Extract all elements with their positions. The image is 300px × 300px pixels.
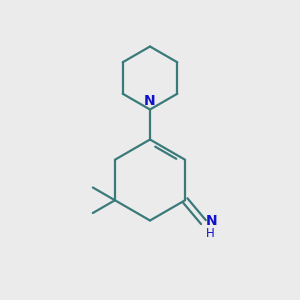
Text: H: H bbox=[206, 227, 214, 240]
Text: N: N bbox=[206, 214, 218, 228]
Text: N: N bbox=[144, 94, 156, 108]
